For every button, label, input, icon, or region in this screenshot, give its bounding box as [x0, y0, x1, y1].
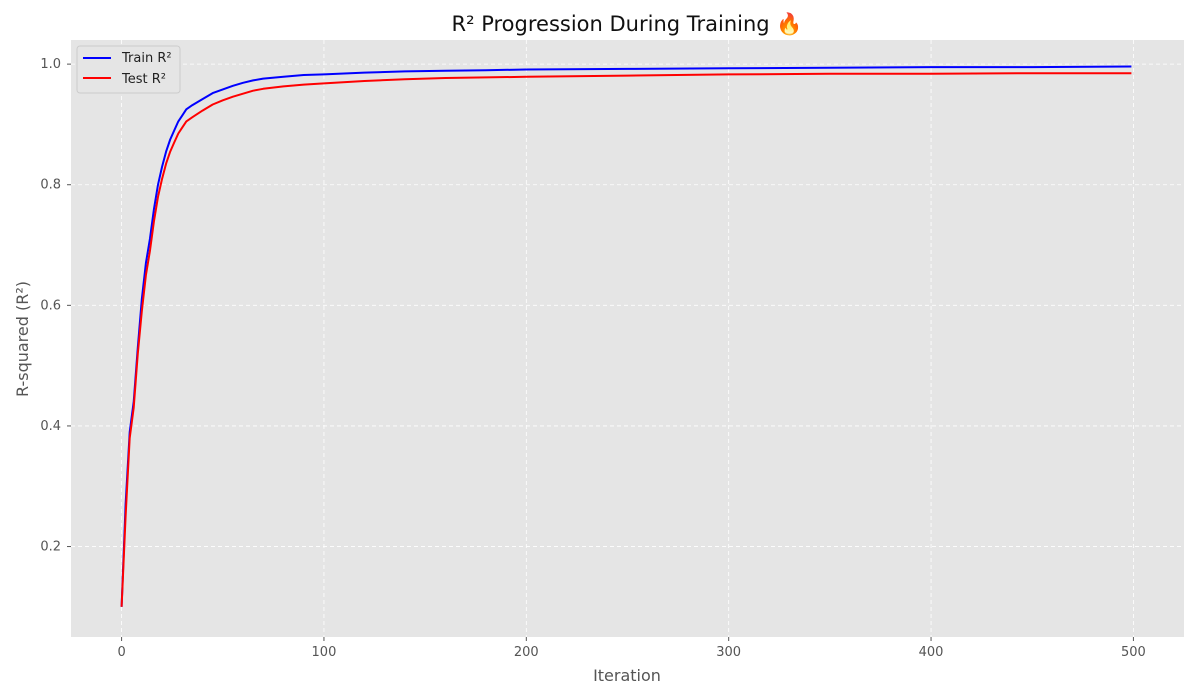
- plot-area: [71, 40, 1184, 637]
- legend-label-test: Test R²: [121, 72, 166, 87]
- series-line-train: [120, 65, 1132, 607]
- grid: [71, 40, 1184, 637]
- x-tick-label: 500: [1121, 645, 1146, 660]
- x-tick-label: 400: [919, 645, 944, 660]
- series-layer: [120, 65, 1132, 607]
- legend-label-train: Train R²: [121, 51, 172, 66]
- x-axis-label: Iteration: [593, 666, 661, 685]
- ticks: 0 100 200 300 400 500 0.2 0.4 0.6 0.8 1.0: [40, 57, 1146, 660]
- x-tick-label: 100: [312, 645, 337, 660]
- x-tick-label: 300: [716, 645, 741, 660]
- legend: Train R² Test R²: [76, 45, 181, 94]
- series-line-test: [120, 72, 1132, 607]
- y-axis-label: R-squared (R²): [13, 281, 32, 397]
- x-tick-label: 0: [117, 645, 125, 660]
- y-tick-label: 0.4: [40, 419, 61, 434]
- y-tick-label: 0.2: [40, 540, 61, 555]
- chart-title: R² Progression During Training 🔥: [452, 11, 803, 36]
- y-tick-label: 0.6: [40, 298, 61, 313]
- x-tick-label: 200: [514, 645, 539, 660]
- y-tick-label: 0.8: [40, 178, 61, 193]
- y-tick-label: 1.0: [40, 57, 61, 72]
